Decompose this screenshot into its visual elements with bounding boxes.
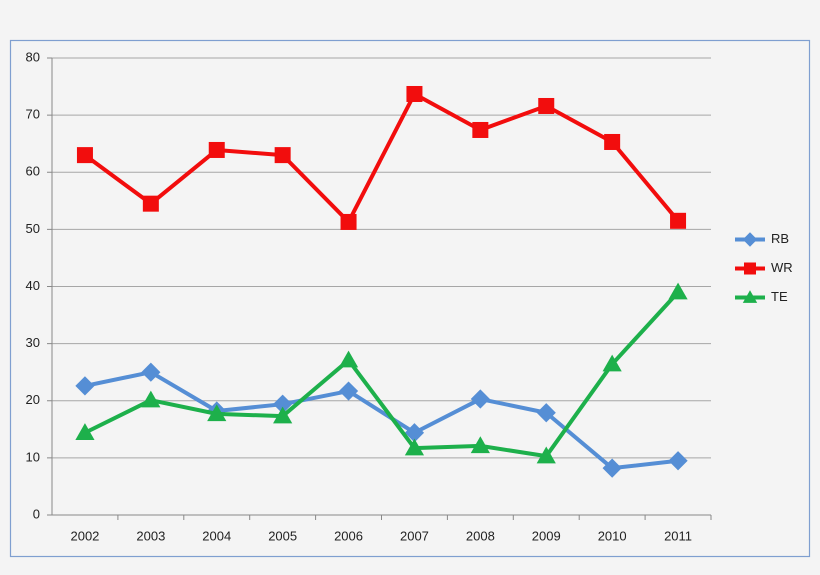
marker: [406, 85, 423, 102]
marker: [75, 423, 95, 440]
marker: [670, 212, 687, 229]
marker: [75, 376, 95, 396]
x-tick-label: 2011: [664, 528, 692, 543]
marker: [602, 458, 622, 478]
y-tick-label: 30: [26, 335, 40, 350]
marker: [273, 406, 293, 424]
y-tick-label: 60: [26, 164, 40, 179]
y-tick-label: 10: [26, 449, 40, 464]
x-tick-label: 2002: [70, 528, 99, 543]
marker: [76, 147, 93, 164]
y-tick-label: 80: [26, 49, 40, 64]
x-tick-label: 2009: [532, 528, 561, 543]
marker: [602, 354, 622, 372]
x-tick-label: 2004: [202, 528, 231, 543]
series-line: [83, 91, 680, 224]
marker: [340, 213, 357, 230]
marker: [141, 362, 161, 382]
y-tick-label: 70: [26, 107, 40, 122]
series-line: [84, 290, 680, 459]
series-line: [84, 370, 679, 471]
marker: [744, 262, 756, 275]
y-tick-label: 20: [26, 392, 40, 407]
legend-label: RB: [771, 231, 789, 246]
marker: [536, 403, 556, 423]
x-tick-label: 2006: [334, 528, 363, 543]
marker: [142, 195, 159, 212]
marker: [668, 451, 688, 471]
chart-frame: [9, 39, 811, 558]
marker: [141, 390, 161, 408]
y-tick-label: 40: [26, 278, 40, 293]
marker: [470, 389, 490, 409]
marker: [742, 232, 758, 247]
legend-label: TE: [771, 289, 788, 304]
marker: [338, 350, 359, 368]
marker: [338, 381, 359, 401]
marker: [470, 436, 490, 454]
marker: [538, 97, 555, 114]
marker: [536, 446, 556, 464]
marker: [273, 394, 293, 414]
legend-label: WR: [771, 260, 793, 275]
marker: [604, 133, 621, 150]
y-tick-label: 50: [26, 221, 40, 236]
y-tick-label: 0: [33, 506, 40, 521]
x-tick-label: 2008: [466, 528, 495, 543]
marker: [742, 290, 758, 303]
marker: [208, 141, 225, 158]
x-tick-label: 2003: [136, 528, 165, 543]
marker: [404, 423, 425, 443]
x-tick-label: 2007: [400, 528, 429, 543]
marker: [472, 121, 489, 138]
marker: [404, 438, 425, 456]
x-tick-label: 2005: [268, 528, 297, 543]
marker: [668, 282, 688, 300]
marker: [274, 147, 291, 164]
marker: [207, 404, 227, 422]
x-tick-label: 2010: [598, 528, 627, 543]
